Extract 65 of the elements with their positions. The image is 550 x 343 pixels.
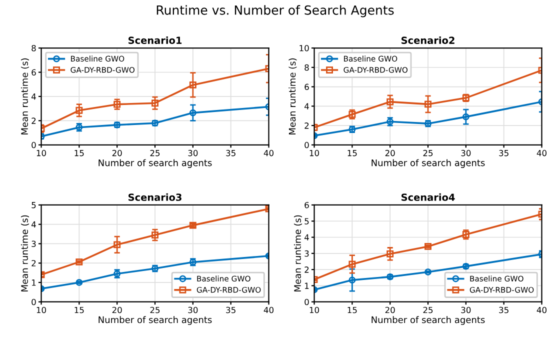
x-tick-label: 35 xyxy=(226,150,236,156)
chart-title: Scenario3 xyxy=(128,193,182,201)
x-tick-label: 20 xyxy=(112,306,122,314)
y-axis-title: Mean runtime (s) xyxy=(294,215,302,292)
text: Runtime vs. Number of Search Agents xyxy=(156,5,394,18)
y-tick-label: 6 xyxy=(304,202,309,208)
y-tick-label: 8 xyxy=(32,45,36,52)
x-axis-title: Number of search agents xyxy=(372,159,485,168)
x-axis-title: Number of search agents xyxy=(98,159,212,168)
x-tick-label: 20 xyxy=(112,150,122,156)
y-tick-label: 2 xyxy=(32,118,36,124)
x-tick-label: 15 xyxy=(348,306,357,314)
y-tick-label: 4 xyxy=(304,234,309,240)
y-tick-label: 6 xyxy=(304,84,309,90)
x-tick-label: 15 xyxy=(74,306,84,314)
y-tick-label: 10 xyxy=(300,45,309,52)
y-tick-label: 1 xyxy=(32,280,36,286)
y-axis-title: Mean runtime (s) xyxy=(20,215,30,292)
chart-title: Scenario4 xyxy=(401,193,455,201)
y-tick-label: 6 xyxy=(32,69,36,76)
y-axis-title: Mean runtime (s) xyxy=(20,58,30,134)
y-tick-label: 5 xyxy=(304,218,309,224)
x-tick-label: 25 xyxy=(423,306,433,314)
chart-title: Scenario2 xyxy=(401,36,454,44)
x-tick-label: 30 xyxy=(461,150,471,156)
x-tick-label: 30 xyxy=(461,306,471,314)
y-tick-label: 0 xyxy=(32,142,36,148)
x-tick-label: 40 xyxy=(264,150,274,156)
x-tick-label: 10 xyxy=(36,150,46,156)
x-axis-title: Number of search agents xyxy=(372,316,485,325)
x-tick-label: 35 xyxy=(499,306,508,314)
y-tick-label: 8 xyxy=(304,64,309,71)
x-axis-title: Number of search agents xyxy=(98,316,212,325)
x-tick-label: 15 xyxy=(348,150,357,156)
x-tick-label: 25 xyxy=(150,150,160,156)
y-axis-title: Mean runtime (s) xyxy=(288,58,297,134)
x-tick-label: 40 xyxy=(536,306,546,314)
y-tick-label: 2 xyxy=(304,266,309,273)
y-tick-label: 4 xyxy=(31,221,36,228)
y-tick-label: 4 xyxy=(304,103,309,110)
x-tick-label: 25 xyxy=(423,150,433,156)
x-tick-label: 10 xyxy=(310,150,319,156)
chart-title: Scenario1 xyxy=(128,36,182,44)
x-tick-label: 40 xyxy=(536,150,546,156)
x-tick-label: 30 xyxy=(188,150,198,156)
x-tick-label: 25 xyxy=(150,306,160,314)
y-tick-label: 2 xyxy=(304,122,309,129)
y-tick-label: 0 xyxy=(304,298,309,306)
x-tick-label: 10 xyxy=(36,306,46,314)
x-tick-label: 35 xyxy=(499,150,508,156)
y-tick-label: 1 xyxy=(305,282,309,289)
x-tick-label: 10 xyxy=(310,306,319,314)
y-tick-label: 0 xyxy=(32,298,36,306)
y-tick-label: 3 xyxy=(32,240,36,247)
y-tick-label: 3 xyxy=(304,250,309,257)
y-tick-label: 5 xyxy=(32,202,36,208)
x-tick-label: 35 xyxy=(226,306,236,314)
x-tick-label: 40 xyxy=(264,306,274,314)
x-tick-label: 15 xyxy=(74,150,84,156)
y-tick-label: 2 xyxy=(32,260,36,266)
x-tick-label: 20 xyxy=(385,150,395,156)
y-tick-label: 0 xyxy=(304,142,309,148)
x-tick-label: 30 xyxy=(188,306,198,314)
y-tick-label: 4 xyxy=(31,94,36,100)
x-tick-label: 20 xyxy=(385,306,395,314)
